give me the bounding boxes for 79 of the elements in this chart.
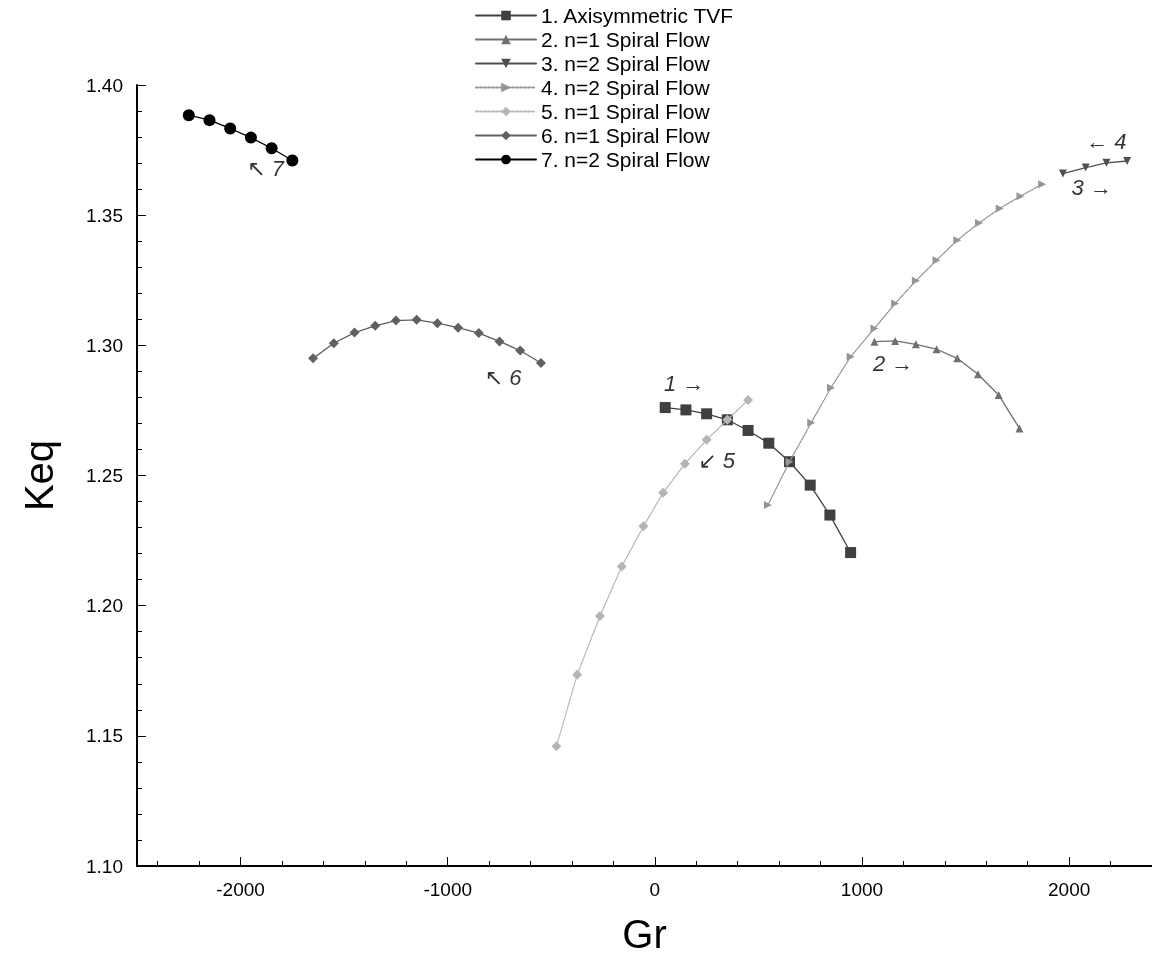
point bbox=[432, 318, 443, 329]
point bbox=[679, 458, 690, 469]
point bbox=[182, 109, 195, 122]
annotation: 3 → bbox=[1071, 175, 1112, 201]
point bbox=[680, 404, 692, 416]
point bbox=[494, 336, 505, 347]
point bbox=[870, 324, 879, 333]
x-tick-label: 2000 bbox=[1048, 879, 1091, 900]
y-tick-label: 1.35 bbox=[86, 204, 123, 226]
legend-label: 1. Axisymmetric TVF bbox=[541, 4, 734, 27]
point bbox=[870, 337, 879, 346]
point bbox=[974, 370, 982, 379]
y-tick-label: 1.30 bbox=[86, 334, 123, 356]
point bbox=[308, 353, 319, 364]
point bbox=[742, 424, 754, 436]
point bbox=[763, 437, 775, 449]
point bbox=[891, 299, 900, 308]
point bbox=[244, 131, 257, 144]
x-tick-label: 1000 bbox=[840, 879, 884, 900]
point bbox=[975, 218, 984, 227]
point bbox=[349, 327, 360, 338]
point bbox=[953, 236, 962, 245]
y-tick-label: 1.15 bbox=[86, 725, 123, 747]
point bbox=[824, 509, 836, 521]
annotation: ← 4 bbox=[1086, 129, 1127, 155]
point bbox=[995, 204, 1004, 213]
point bbox=[891, 336, 900, 345]
annotation: ↙ 5 bbox=[698, 448, 736, 474]
legend-label: 3. n=2 Spiral Flow bbox=[541, 52, 711, 75]
point bbox=[845, 547, 857, 559]
x-tick-label: 0 bbox=[649, 879, 661, 900]
point bbox=[370, 320, 381, 331]
legend-label: 6. n=1 Spiral Flow bbox=[541, 124, 711, 147]
y-tick-label: 1.25 bbox=[86, 465, 123, 486]
y-tick-label: 1.10 bbox=[86, 855, 123, 877]
point bbox=[1038, 180, 1047, 189]
point bbox=[701, 408, 713, 420]
legend-label: 2. n=1 Spiral Flow bbox=[541, 28, 711, 51]
point bbox=[616, 561, 627, 572]
point bbox=[1123, 157, 1132, 166]
point bbox=[203, 114, 216, 127]
point bbox=[1016, 192, 1025, 201]
point bbox=[265, 142, 278, 155]
point bbox=[807, 418, 816, 427]
point bbox=[473, 328, 484, 339]
annotation: ↖ 7 bbox=[247, 155, 285, 181]
y-tick-label: 1.20 bbox=[86, 595, 123, 617]
annotation: 2 → bbox=[871, 351, 914, 377]
legend-label: 7. n=2 Spiral Flow bbox=[541, 148, 711, 171]
x-tick-label: -1000 bbox=[423, 879, 473, 900]
point bbox=[1102, 158, 1111, 167]
point bbox=[572, 669, 583, 680]
annotation: ↖ 6 bbox=[484, 365, 523, 391]
point bbox=[224, 122, 237, 135]
point bbox=[658, 487, 669, 498]
point bbox=[994, 391, 1003, 400]
point bbox=[328, 338, 339, 349]
x-tick-label: -2000 bbox=[216, 879, 265, 900]
annotation: 1 → bbox=[664, 371, 705, 397]
point bbox=[638, 521, 649, 532]
point bbox=[453, 322, 464, 333]
point bbox=[594, 611, 605, 622]
point bbox=[701, 434, 712, 445]
y-tick-label: 1.40 bbox=[86, 74, 123, 96]
point bbox=[763, 500, 772, 509]
x-axis-title: Gr bbox=[622, 912, 667, 956]
point bbox=[932, 345, 941, 354]
legend-label: 4. n=2 Spiral Flow bbox=[541, 76, 711, 99]
point bbox=[390, 315, 401, 326]
point bbox=[804, 479, 816, 491]
point bbox=[743, 395, 754, 405]
point bbox=[286, 154, 299, 167]
point bbox=[411, 314, 422, 325]
point bbox=[551, 741, 562, 752]
legend-label: 5. n=1 Spiral Flow bbox=[541, 100, 711, 123]
point bbox=[535, 358, 546, 369]
y-axis-title: Keq bbox=[17, 439, 61, 512]
point bbox=[515, 345, 526, 356]
point bbox=[659, 402, 671, 414]
